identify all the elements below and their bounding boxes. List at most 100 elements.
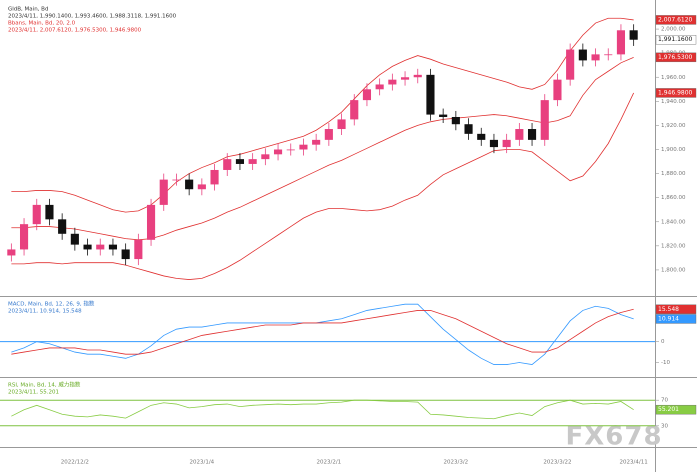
candle-body bbox=[591, 54, 600, 61]
candle-body bbox=[426, 74, 435, 115]
x-tick-label: 2023/3/22 bbox=[543, 460, 571, 466]
candle-body bbox=[197, 184, 206, 190]
candle-body bbox=[223, 159, 232, 170]
candle-body bbox=[400, 77, 410, 80]
y-tick-label: 2,000.00 bbox=[661, 27, 686, 33]
candle-body bbox=[515, 129, 524, 140]
y-tick-label: 0 bbox=[661, 339, 665, 345]
y-tick-label: -10 bbox=[661, 360, 670, 366]
candle-body bbox=[261, 154, 270, 160]
candle-body bbox=[70, 233, 79, 245]
y-tick-label: 1,900.00 bbox=[661, 147, 686, 153]
series-line bbox=[11, 17, 634, 213]
x-tick-label: 2023/1/4 bbox=[189, 460, 214, 466]
candle-body bbox=[312, 139, 321, 145]
series-line bbox=[11, 399, 634, 420]
candle-body bbox=[553, 79, 562, 101]
candle-body bbox=[45, 204, 54, 220]
value-badge bbox=[655, 15, 697, 25]
candle-body bbox=[185, 179, 194, 190]
candle-body bbox=[439, 114, 448, 117]
series-line bbox=[11, 56, 634, 241]
panel-header: GldB, Main, Bd bbox=[8, 7, 48, 13]
x-tick-label: 2023/3/2 bbox=[443, 460, 468, 466]
candle-body bbox=[108, 244, 118, 250]
y-tick-label: 30 bbox=[661, 423, 668, 429]
candle-body bbox=[121, 249, 130, 260]
candle-body bbox=[210, 169, 219, 185]
series-line bbox=[11, 308, 634, 355]
y-tick-label: 1,920.00 bbox=[661, 123, 686, 129]
candle-body bbox=[159, 179, 168, 205]
candle-body bbox=[299, 144, 308, 150]
x-tick-label: 2023/4/11 bbox=[620, 460, 648, 466]
candle-body bbox=[540, 100, 549, 140]
value-label: 1,946.9800 bbox=[658, 89, 693, 96]
candle-body bbox=[286, 149, 295, 151]
value-label: 1,976.5300 bbox=[658, 54, 693, 61]
candle-body bbox=[350, 100, 359, 120]
watermark: FX678 bbox=[565, 422, 662, 452]
candle-body bbox=[413, 74, 422, 78]
candle-body bbox=[19, 224, 29, 250]
panel-header: RSI, Main, Bd, 14, 威力指数 bbox=[8, 381, 81, 389]
value-badge bbox=[655, 304, 697, 314]
y-tick-label: 1,800.00 bbox=[661, 267, 686, 273]
value-label: 15.548 bbox=[658, 306, 679, 313]
y-tick-label: 1,860.00 bbox=[661, 195, 686, 201]
value-label: 2,007.6120 bbox=[658, 16, 693, 23]
x-tick-label: 2022/12/2 bbox=[61, 460, 89, 466]
candle-body bbox=[324, 129, 333, 140]
candle-body bbox=[146, 204, 156, 240]
candle-body bbox=[172, 179, 181, 181]
candle-body bbox=[32, 204, 41, 225]
value-badge bbox=[655, 88, 697, 98]
candle-body bbox=[7, 249, 16, 256]
value-label: 55.201 bbox=[658, 406, 679, 413]
candle-body bbox=[629, 30, 638, 40]
candle-body bbox=[451, 116, 460, 125]
candle-body bbox=[502, 139, 511, 148]
candle-body bbox=[604, 54, 613, 56]
candle-body bbox=[96, 244, 105, 250]
value-badge bbox=[655, 314, 697, 324]
panel-header: 2023/4/11, 10.914, 15.548 bbox=[8, 309, 82, 315]
candle-body bbox=[464, 124, 473, 134]
value-badge bbox=[655, 404, 697, 415]
panel-header: 2023/4/11, 1,990.1400, 1,993.4600, 1,988… bbox=[8, 14, 177, 20]
series-line bbox=[11, 303, 634, 366]
value-badge bbox=[655, 52, 697, 63]
y-tick-label: 1,940.00 bbox=[661, 99, 686, 105]
candle-body bbox=[134, 239, 143, 260]
candle-body bbox=[616, 30, 626, 55]
y-tick-label: 1,820.00 bbox=[661, 243, 686, 249]
y-tick-label: 70 bbox=[661, 398, 668, 404]
candle-body bbox=[248, 159, 257, 164]
panel-header: 2023/4/11, 2,007.6120, 1,976.5300, 1,946… bbox=[8, 28, 142, 34]
candle-body bbox=[489, 139, 499, 148]
candle-body bbox=[527, 129, 537, 140]
value-badge bbox=[655, 35, 697, 45]
candle-body bbox=[273, 149, 283, 155]
y-tick-label: 1,840.00 bbox=[661, 219, 686, 225]
candle-body bbox=[83, 244, 92, 250]
series-line bbox=[11, 92, 635, 280]
x-tick-label: 2023/2/1 bbox=[316, 460, 341, 466]
value-label: 10.914 bbox=[658, 315, 679, 322]
candle-body bbox=[375, 84, 384, 90]
candle-body bbox=[477, 133, 486, 140]
y-tick-label: 1,960.00 bbox=[661, 75, 686, 81]
value-label: 1,991.1600 bbox=[658, 36, 693, 43]
y-tick-label: 1,880.00 bbox=[661, 171, 686, 177]
candle-body bbox=[58, 219, 67, 234]
candle-body bbox=[337, 119, 346, 130]
panel-header: 2023/4/11, 55.201 bbox=[8, 390, 59, 396]
candle-body bbox=[388, 79, 397, 85]
panel-header: Bbans, Main, Bd, 20, 2.0 bbox=[8, 21, 76, 27]
candle-body bbox=[566, 49, 575, 80]
candle-body bbox=[578, 49, 587, 61]
candle-body bbox=[235, 159, 245, 164]
